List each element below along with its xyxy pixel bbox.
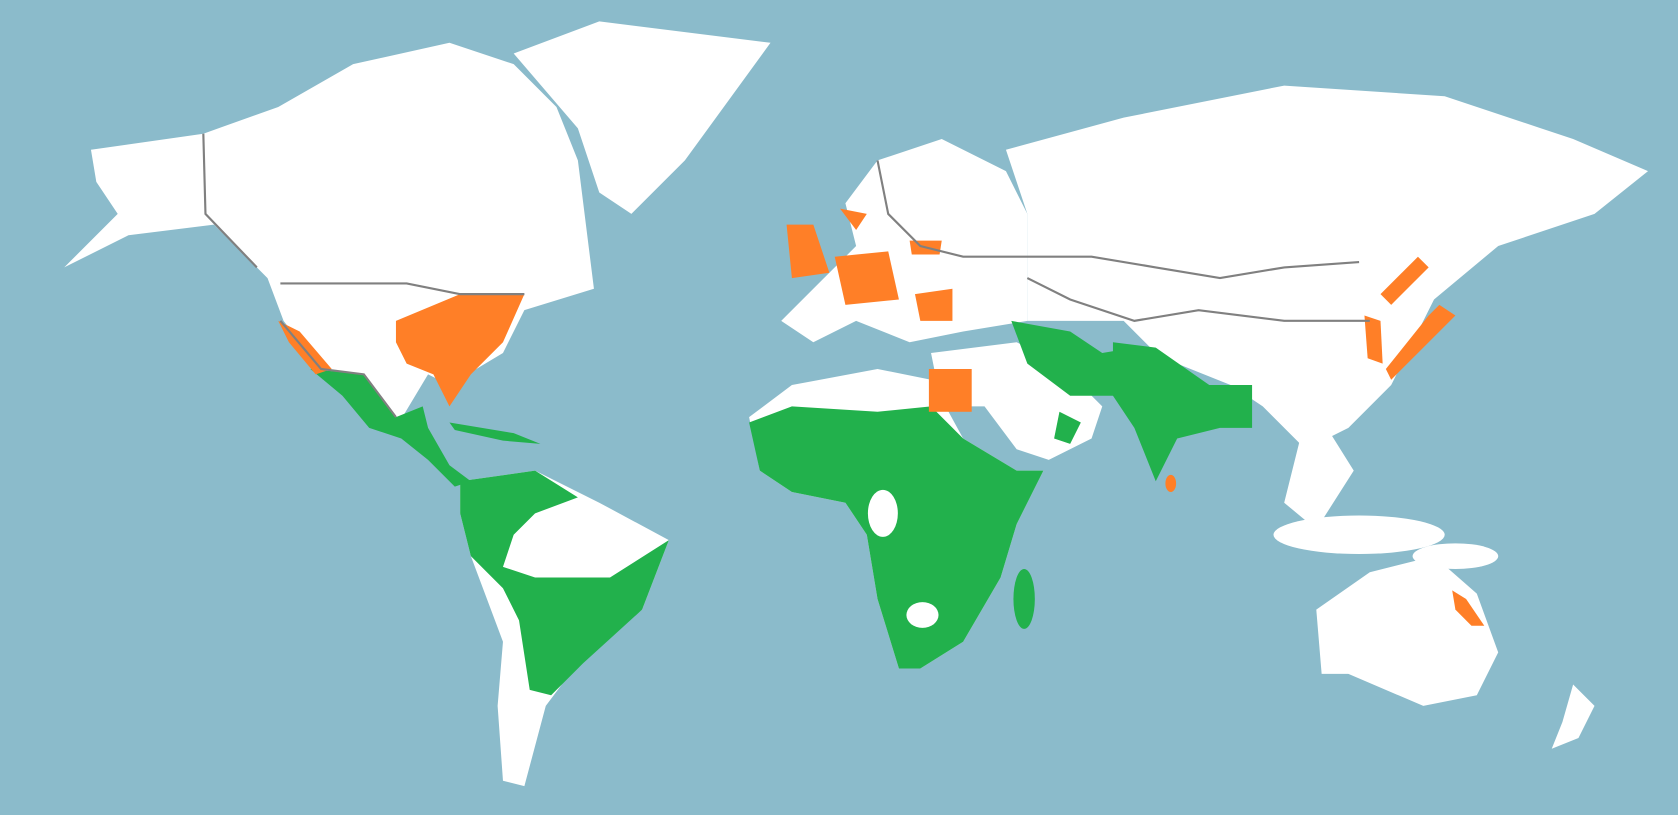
madagascar	[1013, 569, 1035, 629]
us-canada-border	[280, 282, 525, 296]
norway-south	[840, 208, 867, 230]
egypt	[928, 368, 972, 412]
japan	[1385, 304, 1456, 380]
alaska-canada-border	[202, 133, 258, 269]
green-regions	[310, 320, 1253, 696]
new-zealand	[1551, 684, 1595, 749]
queensland-coast	[1452, 590, 1485, 626]
central-europe	[834, 251, 899, 305]
botswana-white	[906, 602, 939, 628]
australia	[1316, 556, 1499, 706]
greenland	[513, 21, 771, 214]
south-america-green	[460, 470, 669, 696]
mexico-central-america	[310, 368, 471, 487]
indonesia	[1273, 515, 1445, 555]
southeast-asia	[1252, 395, 1354, 530]
eastern-us	[395, 294, 525, 407]
united-kingdom	[786, 224, 830, 279]
romania	[914, 288, 953, 321]
india-region	[1112, 342, 1253, 482]
sri-lanka	[1165, 474, 1177, 492]
us-mexico-border	[279, 320, 397, 418]
country-borders	[202, 133, 1370, 418]
korea	[1364, 315, 1383, 364]
caribbean	[449, 422, 541, 444]
europe-borders	[876, 160, 1360, 280]
africa-green	[749, 406, 1044, 669]
northeast-china	[1380, 256, 1429, 305]
asia-borders	[1026, 277, 1370, 322]
africa-white-patch	[867, 489, 898, 537]
